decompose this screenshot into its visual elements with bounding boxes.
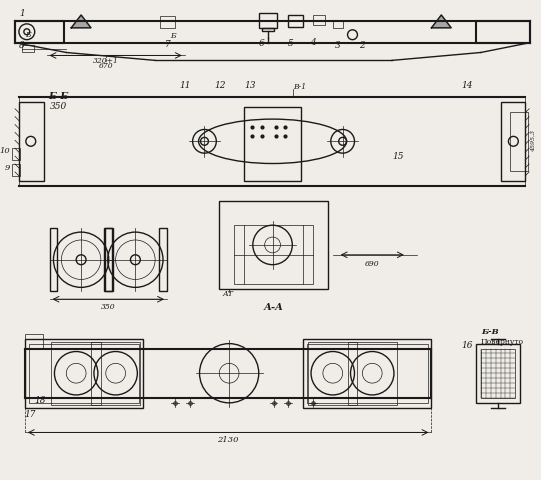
Bar	[12, 164, 20, 176]
Bar	[160, 16, 175, 28]
Bar	[244, 107, 301, 181]
Bar	[288, 15, 303, 27]
Bar	[481, 348, 516, 398]
Bar	[313, 15, 325, 25]
Polygon shape	[432, 15, 451, 28]
Text: 4595,3: 4595,3	[530, 130, 535, 152]
Text: 4: 4	[310, 38, 316, 47]
Text: Б: Б	[170, 32, 175, 40]
Text: 18: 18	[35, 396, 46, 406]
Text: В-1: В-1	[293, 83, 306, 91]
Bar	[500, 102, 525, 181]
Bar	[19, 97, 525, 186]
Text: 2130: 2130	[217, 436, 239, 444]
Bar	[476, 344, 520, 403]
Bar	[510, 112, 528, 171]
Text: 15: 15	[392, 152, 404, 161]
Text: 3: 3	[335, 41, 340, 50]
Bar	[91, 342, 140, 405]
Bar	[29, 344, 140, 403]
Bar	[259, 13, 276, 28]
Text: 7: 7	[165, 40, 171, 49]
Text: 9: 9	[5, 164, 10, 172]
Text: 670: 670	[98, 62, 113, 71]
Text: 16: 16	[461, 341, 472, 350]
Text: 5: 5	[287, 39, 293, 48]
Text: 320+1: 320+1	[93, 58, 118, 65]
Bar	[303, 339, 432, 408]
Text: 1: 1	[19, 9, 25, 17]
Bar	[333, 20, 342, 28]
Text: 12: 12	[214, 81, 226, 90]
Text: 13: 13	[244, 81, 255, 90]
Bar	[50, 228, 57, 291]
Bar	[25, 339, 143, 408]
Text: 350: 350	[50, 102, 67, 111]
Text: 10: 10	[0, 147, 10, 155]
Text: Б-В: Б-В	[481, 328, 499, 336]
Text: 8: 8	[19, 41, 25, 50]
Polygon shape	[71, 15, 91, 28]
Text: АТ: АТ	[222, 290, 233, 298]
Bar	[104, 228, 111, 291]
Text: 2: 2	[359, 41, 365, 50]
Text: Б: Б	[25, 31, 30, 39]
Bar	[234, 225, 313, 285]
Text: 11: 11	[180, 81, 192, 90]
Bar	[22, 45, 34, 52]
Bar	[262, 28, 274, 31]
Text: Повернуто: Повернуто	[481, 337, 524, 346]
Text: Б-Б: Б-Б	[48, 92, 69, 101]
Bar	[219, 201, 328, 289]
Bar	[15, 21, 64, 43]
Bar	[307, 344, 427, 403]
Bar	[347, 342, 397, 405]
Text: 6: 6	[259, 39, 265, 48]
Bar	[308, 342, 358, 405]
Text: А-А: А-А	[263, 302, 283, 312]
Text: 690: 690	[365, 260, 380, 268]
Bar	[19, 102, 44, 181]
Text: 14: 14	[461, 81, 472, 90]
Bar	[51, 342, 101, 405]
Bar	[476, 21, 530, 43]
Text: 350: 350	[101, 303, 116, 311]
Bar	[12, 148, 20, 160]
Bar	[159, 228, 167, 291]
Bar	[25, 334, 43, 348]
Bar	[105, 228, 113, 291]
Text: 17: 17	[25, 410, 36, 419]
